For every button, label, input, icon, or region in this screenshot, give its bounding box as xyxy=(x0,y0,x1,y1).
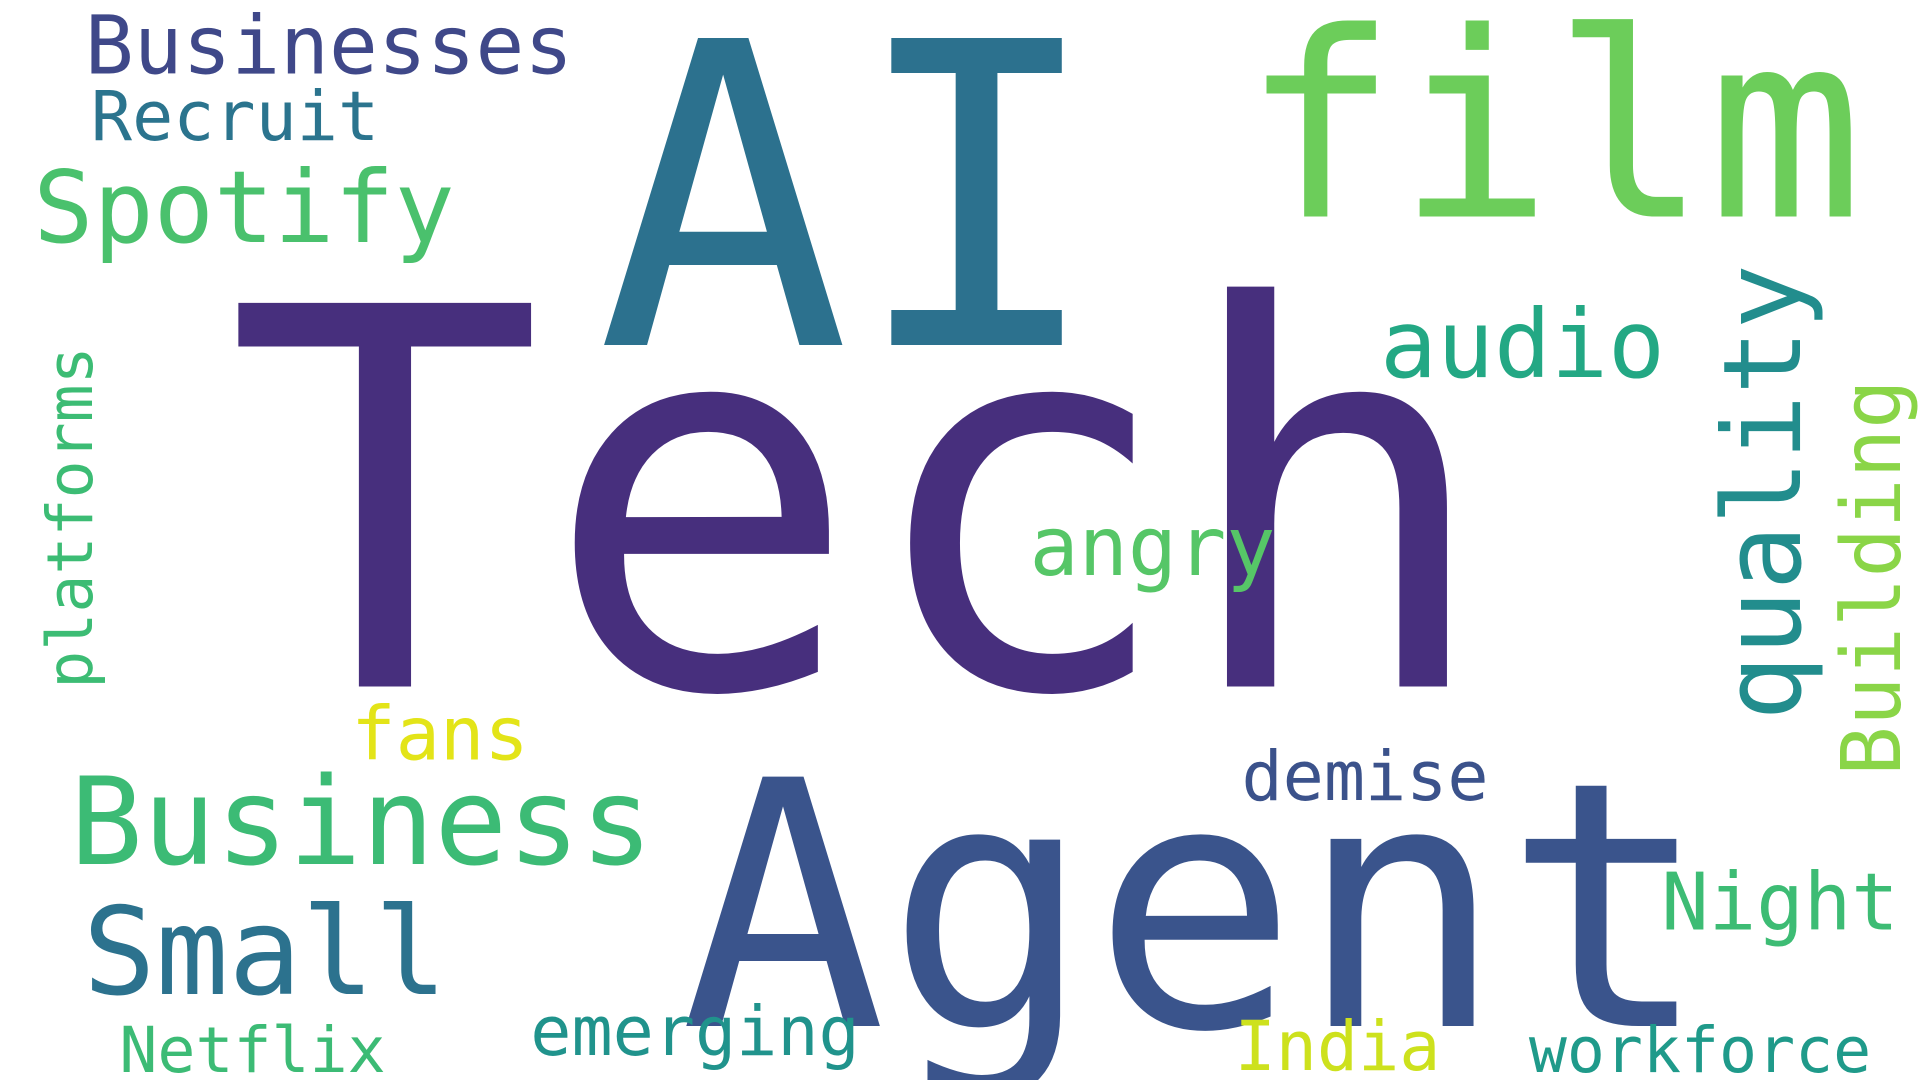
word-emerging: emerging xyxy=(530,993,859,1072)
word-film: film xyxy=(1242,0,1863,278)
word-agent: Agent xyxy=(680,708,1710,1080)
word-demise: demise xyxy=(1241,738,1488,817)
word-ai: AI xyxy=(596,0,1103,445)
word-angry: angry xyxy=(1030,500,1276,595)
word-recruit: Recruit xyxy=(91,78,379,157)
word-small: Small xyxy=(83,882,448,1023)
word-fans: fans xyxy=(351,693,528,778)
word-workforce: workforce xyxy=(1529,1013,1871,1080)
word-spotify: Spotify xyxy=(33,149,454,266)
word-audio: audio xyxy=(1380,290,1665,400)
word-building: Building xyxy=(1825,379,1920,775)
word-businesses: Businesses xyxy=(85,0,573,94)
word-platforms: platforms xyxy=(33,346,107,688)
word-business: Business xyxy=(70,752,653,893)
word-night: Night xyxy=(1661,857,1898,949)
word-india: India xyxy=(1235,1008,1441,1080)
word-tech: Tech xyxy=(226,199,1493,812)
word-netflix: Netflix xyxy=(119,1013,385,1080)
word-quality: quality xyxy=(1699,264,1826,720)
